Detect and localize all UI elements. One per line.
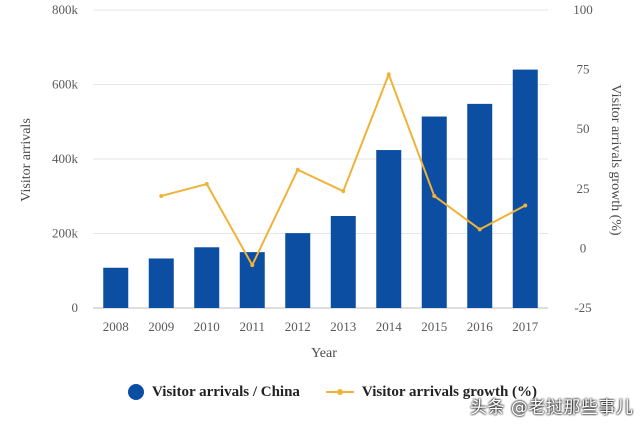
legend-label-line: Visitor arrivals growth (%) <box>361 383 538 400</box>
x-tick-label: 2012 <box>285 319 311 334</box>
bar[interactable] <box>467 103 493 309</box>
x-tick-label: 2010 <box>194 319 220 334</box>
y-axis-title: Visitor arrivals <box>19 118 34 202</box>
bar[interactable] <box>285 233 311 308</box>
y2-axis-ticks: -25 0 25 50 75 100 <box>573 2 593 315</box>
x-tick-label: 2016 <box>467 319 494 334</box>
bar[interactable] <box>330 215 356 308</box>
line-point[interactable] <box>295 167 300 172</box>
y2-tick-label: -25 <box>574 300 591 315</box>
line-point[interactable] <box>341 189 346 194</box>
y-axis-ticks: 0 200k 400k 600k 800k <box>52 2 79 315</box>
x-tick-label: 2013 <box>330 319 356 334</box>
bar[interactable] <box>194 247 220 308</box>
y2-tick-label: 0 <box>580 240 587 255</box>
bar[interactable] <box>376 150 402 308</box>
bar[interactable] <box>148 258 174 308</box>
line-series <box>159 72 528 268</box>
x-axis-ticks: 2008 2009 2010 2011 2012 2013 2014 2015 2016 2017 <box>103 319 539 334</box>
y-tick-label: 400k <box>52 151 79 166</box>
line-point[interactable] <box>250 263 255 268</box>
y-tick-label: 200k <box>52 226 79 241</box>
bar[interactable] <box>239 252 265 308</box>
y2-tick-label: 50 <box>577 121 590 136</box>
line-point[interactable] <box>386 72 391 77</box>
x-tick-label: 2015 <box>421 319 447 334</box>
bar[interactable] <box>512 69 538 308</box>
y-tick-label: 600k <box>52 77 79 92</box>
y2-axis-title: Visitor arrivals growth (%) <box>608 84 623 236</box>
legend-bar-marker <box>128 384 144 400</box>
line-point[interactable] <box>432 193 437 198</box>
bar[interactable] <box>421 116 447 308</box>
line-point[interactable] <box>204 182 209 187</box>
x-tick-label: 2009 <box>148 319 174 334</box>
y2-tick-label: 100 <box>573 2 593 17</box>
x-tick-label: 2011 <box>239 319 265 334</box>
x-axis-title: Year <box>311 346 337 361</box>
y2-tick-label: 25 <box>577 181 590 196</box>
legend-label-bars: Visitor arrivals / China <box>152 383 300 400</box>
legend-line-marker <box>325 389 354 395</box>
x-tick-label: 2017 <box>512 319 539 334</box>
x-tick-label: 2008 <box>103 319 129 334</box>
x-tick-label: 2014 <box>376 319 403 334</box>
watermark: 头条 @老挝那些事儿 <box>470 398 634 418</box>
line-point[interactable] <box>159 193 164 198</box>
line-point[interactable] <box>477 227 482 232</box>
bar[interactable] <box>103 267 129 308</box>
bar-series <box>103 69 538 309</box>
y-tick-label: 0 <box>72 300 79 315</box>
legend-item-bars[interactable]: Visitor arrivals / China <box>128 384 300 401</box>
legend-item-line[interactable]: Visitor arrivals growth (%) <box>325 383 538 401</box>
y-tick-label: 800k <box>52 2 79 17</box>
legend: Visitor arrivals / China Visitor arrival… <box>128 380 563 404</box>
line-point[interactable] <box>523 203 528 208</box>
y2-tick-label: 75 <box>577 62 590 77</box>
